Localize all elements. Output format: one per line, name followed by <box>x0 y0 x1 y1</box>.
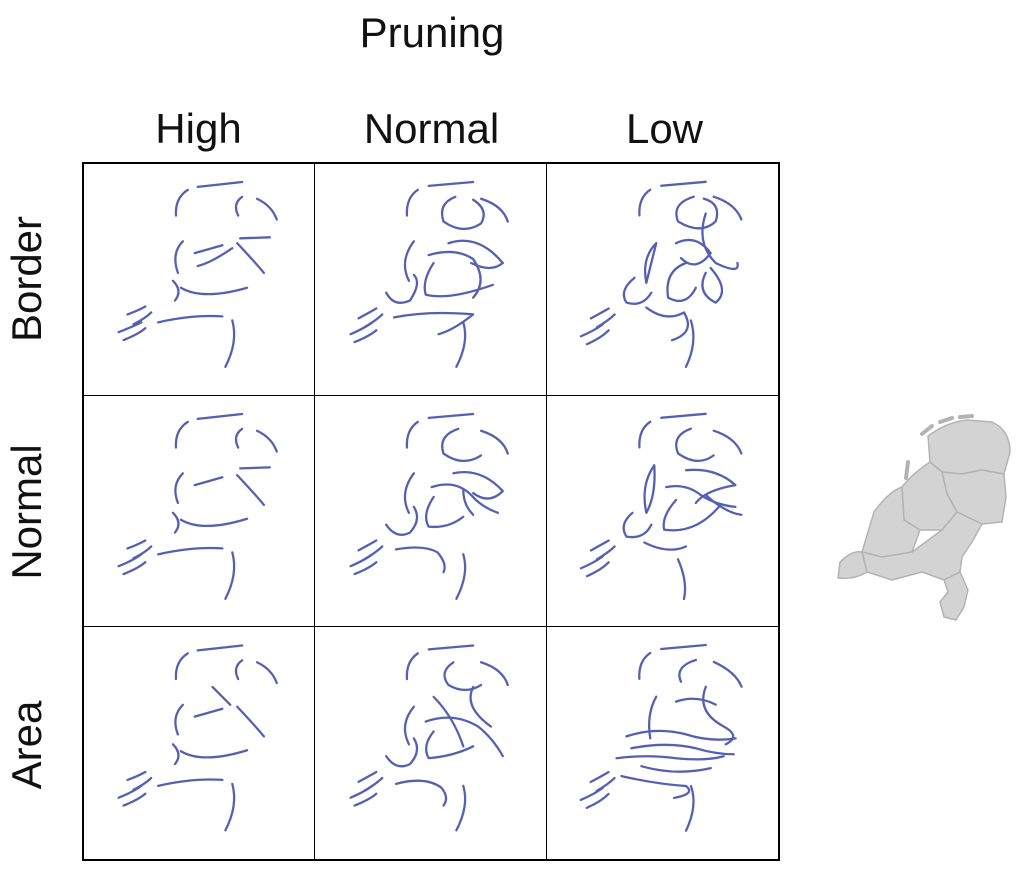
map-islands-north <box>920 414 974 436</box>
column-label-low: Low <box>625 105 704 152</box>
cell-border-high <box>84 164 316 396</box>
sketch-area-high <box>117 644 278 832</box>
reference-map <box>837 414 1011 621</box>
cell-area-low <box>547 627 778 859</box>
cell-area-high <box>84 627 316 859</box>
sketch-area-normal <box>349 644 510 832</box>
cell-normal-low <box>546 396 778 628</box>
sketch-normal-high <box>117 412 278 600</box>
sketch-border-low <box>579 180 743 369</box>
sketch-normal-normal <box>349 412 510 600</box>
cell-normal-high <box>84 395 316 628</box>
map-province-central <box>901 461 958 531</box>
sketch-border-normal <box>349 180 510 368</box>
sketch-area-low <box>579 644 743 833</box>
cell-border-normal <box>315 164 547 396</box>
column-label-high: High <box>155 105 242 152</box>
sketch-border-high <box>117 180 278 368</box>
sketch-normal-low <box>579 412 743 600</box>
map-province-north <box>927 419 1011 475</box>
figure-title: Pruning <box>359 9 505 56</box>
column-label-normal: Normal <box>363 105 500 152</box>
sketch-grid <box>82 162 780 861</box>
cell-border-low <box>546 164 778 396</box>
cell-area-normal <box>315 627 547 859</box>
map-inlet <box>904 460 910 480</box>
map-province-limburg <box>939 571 969 621</box>
map-island-west <box>837 550 868 580</box>
map-province-south <box>861 511 983 581</box>
cell-normal-normal <box>315 395 547 628</box>
